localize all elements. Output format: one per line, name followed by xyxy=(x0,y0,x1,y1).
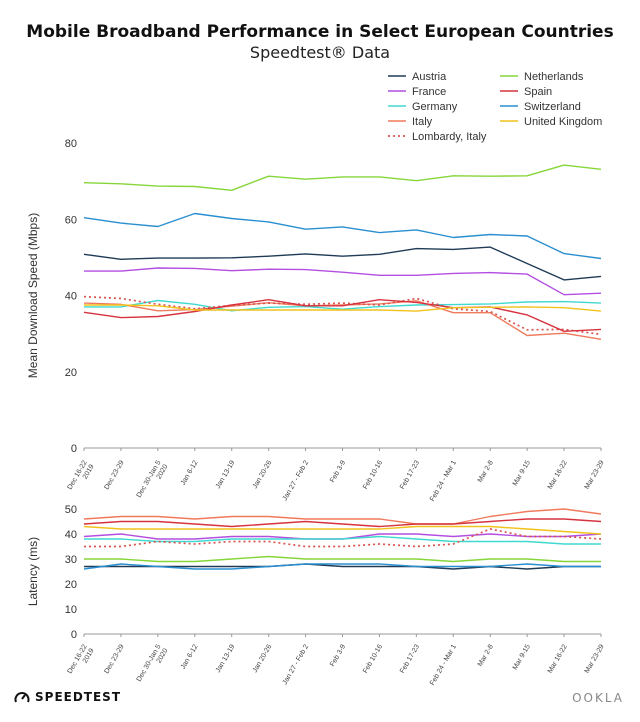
x-tick-label: Jan 13-19 xyxy=(215,643,237,674)
series-line-spain xyxy=(83,518,602,528)
x-tick-label: Feb 24 - Mar 1 xyxy=(429,643,458,686)
y-tick-label: 40 xyxy=(65,529,77,541)
x-tick-label: Dec 30-Jan 52020 xyxy=(136,459,170,503)
x-tick-label: Feb 3-9 xyxy=(329,459,347,483)
x-tick-label: Mar 2-8 xyxy=(477,459,495,483)
y-tick-label: 0 xyxy=(71,443,77,455)
speedtest-wordmark: SPEEDTEST xyxy=(35,690,122,704)
legend-label: Spain xyxy=(524,86,552,98)
series-line-lombardy-italy xyxy=(83,295,602,336)
chart-subtitle: Speedtest® Data xyxy=(249,43,391,62)
x-tick-label: Jan 20-26 xyxy=(252,643,274,674)
legend-label: France xyxy=(412,86,446,98)
series-line-austria xyxy=(84,563,601,570)
legend: Austria France Germany Italy Lombardy, Italy… xyxy=(388,71,602,143)
legend-label: Italy xyxy=(412,116,433,128)
panel-0: 0 20 40 60 80 Mean Download Speed (Mbps) Dec 1… xyxy=(26,138,606,503)
y-tick-label: 10 xyxy=(65,604,77,616)
series-line-united-kingdom xyxy=(83,525,602,535)
x-tick-label: Dec 16-222019 xyxy=(67,459,96,495)
x-tick-label: Feb 17-23 xyxy=(399,643,421,674)
x-tick-label: Mar 16-22 xyxy=(547,643,569,674)
x-tick-label: Dec 16-222019 xyxy=(67,643,96,679)
series-line-france xyxy=(83,533,602,540)
chart-title: Mobile Broadband Performance in Select E… xyxy=(26,22,614,42)
x-tick-label: Dec 30-Jan 52020 xyxy=(136,643,170,687)
x-tick-label: Mar 23-29 xyxy=(584,643,606,674)
legend-label: Austria xyxy=(412,71,447,83)
y-tick-label: 60 xyxy=(65,214,77,226)
y-tick-label: 20 xyxy=(65,367,77,379)
series-line-lombardy-italy xyxy=(84,528,602,548)
y-tick-label: 20 xyxy=(65,579,77,591)
x-tick-label: Mar 16-22 xyxy=(547,459,569,490)
y-tick-label: 0 xyxy=(71,629,77,641)
panel-1: 0 10 20 30 40 50 Latency (ms) Dec 16-222019 Dec … xyxy=(26,504,606,687)
series-line-switzerland xyxy=(83,212,602,260)
series-line-france xyxy=(84,267,602,296)
series-line-italy xyxy=(83,508,602,525)
x-tick-label: Dec 23-29 xyxy=(103,459,125,491)
x-tick-label: Feb 24 - Mar 1 xyxy=(429,459,458,502)
series-line-germany xyxy=(84,535,601,545)
legend-label: Netherlands xyxy=(524,71,584,83)
legend-label: Switzerland xyxy=(524,101,581,113)
gauge-icon xyxy=(14,692,30,703)
series-line-spain xyxy=(83,299,602,332)
series-line-italy xyxy=(83,300,602,340)
y-tick-label: 80 xyxy=(65,138,77,150)
x-tick-label: Jan 6-12 xyxy=(180,459,200,486)
series-line-austria xyxy=(83,246,602,281)
x-tick-label: Feb 10-16 xyxy=(362,459,384,490)
x-tick-label: Feb 17-23 xyxy=(399,459,421,490)
legend-label: Lombardy, Italy xyxy=(412,131,487,143)
speedtest-logo: SPEEDTEST xyxy=(14,690,121,704)
x-tick-label: Feb 10-16 xyxy=(362,643,384,674)
x-tick-label: Mar 2-8 xyxy=(477,643,495,667)
y-axis-label: Mean Download Speed (Mbps) xyxy=(26,213,40,378)
x-tick-label: Mar 23-29 xyxy=(584,459,606,490)
series-line-netherlands xyxy=(84,555,601,563)
y-axis-label: Latency (ms) xyxy=(26,537,40,606)
legend-label: United Kingdom xyxy=(524,116,602,128)
y-tick-label: 40 xyxy=(65,291,77,303)
series-line-germany xyxy=(84,299,602,312)
series-line-netherlands xyxy=(83,164,602,192)
x-tick-label: Jan 27 - Feb 2 xyxy=(282,459,311,502)
x-tick-label: Jan 20-26 xyxy=(252,459,274,490)
x-tick-label: Jan 13-19 xyxy=(215,459,237,490)
series-line-united-kingdom xyxy=(84,304,602,312)
y-tick-label: 30 xyxy=(65,554,77,566)
ookla-logo: OOKLA xyxy=(572,691,624,705)
x-tick-label: Dec 23-29 xyxy=(103,643,125,675)
x-tick-label: Jan 27 - Feb 2 xyxy=(282,643,311,686)
legend-label: Germany xyxy=(412,101,458,113)
x-tick-label: Mar 9-15 xyxy=(512,643,532,671)
y-tick-label: 50 xyxy=(65,504,77,516)
series-line-switzerland xyxy=(83,563,601,570)
x-tick-label: Jan 6-12 xyxy=(180,643,200,670)
x-tick-label: Feb 3-9 xyxy=(329,643,347,667)
x-tick-label: Mar 9-15 xyxy=(512,459,532,487)
